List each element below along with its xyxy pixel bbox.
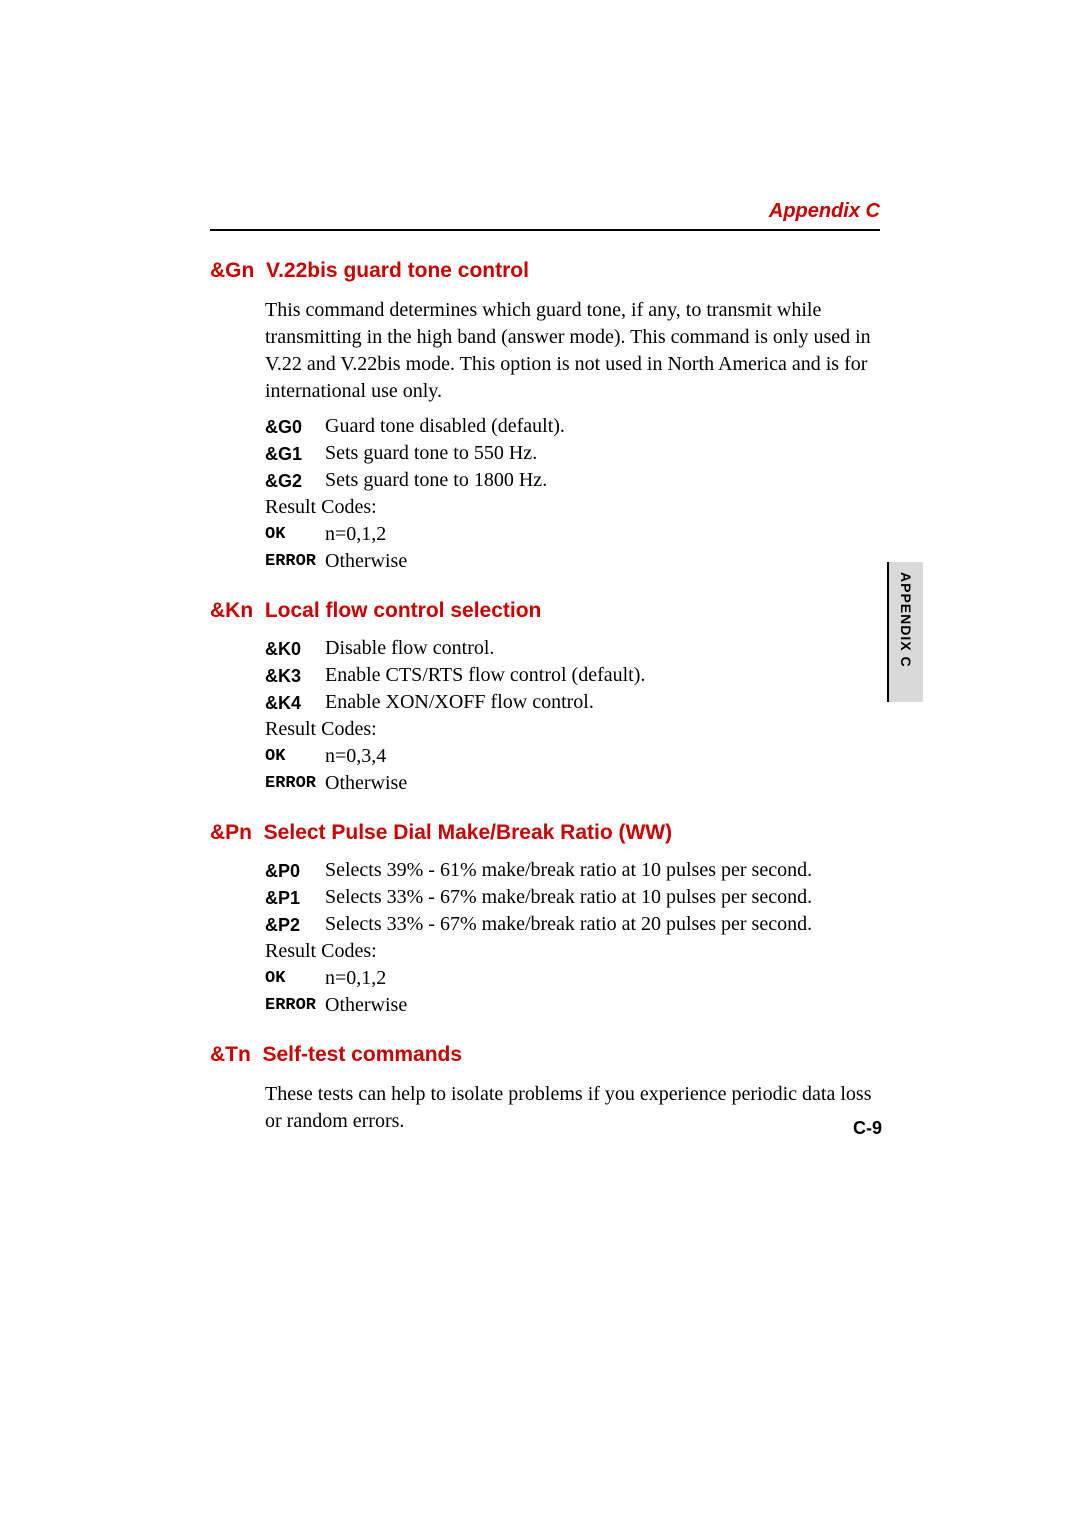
option-desc: Guard tone disabled (default). [325,415,565,438]
option-row: &G2Sets guard tone to 1800 Hz. [265,469,880,492]
option-desc: Disable flow control. [325,637,494,660]
option-row: &G1Sets guard tone to 550 Hz. [265,442,880,465]
section-title-gn: &Gn V.22bis guard tone control [210,259,880,283]
option-row: &K0Disable flow control. [265,637,880,660]
section-cmd: &Gn [210,259,254,282]
section-cmd: &Tn [210,1043,251,1066]
option-code: &P0 [265,859,325,882]
side-tab: APPENDIX C [887,562,923,702]
page-content: Appendix C &Gn V.22bis guard tone contro… [210,200,880,1145]
page-header: Appendix C [210,200,880,231]
option-desc: Selects 39% - 61% make/break ratio at 10… [325,859,812,882]
option-desc: Enable CTS/RTS flow control (default). [325,664,645,687]
option-code: &G1 [265,442,325,465]
section-title-pn: &Pn Select Pulse Dial Make/Break Ratio (… [210,821,880,845]
option-row: &K4Enable XON/XOFF flow control. [265,691,880,714]
result-codes-label: Result Codes: [265,940,880,963]
result-codes-label: Result Codes: [265,496,880,519]
result-desc: Otherwise [325,550,407,573]
result-code: ERROR [265,994,325,1017]
result-row: OKn=0,1,2 [265,523,880,546]
section-cmd: &Pn [210,821,252,844]
result-row: ERROROtherwise [265,550,880,573]
result-desc: Otherwise [325,994,407,1017]
option-code: &K4 [265,691,325,714]
option-desc: Sets guard tone to 550 Hz. [325,442,537,465]
section-name: Local flow control selection [265,599,542,622]
option-row: &P0Selects 39% - 61% make/break ratio at… [265,859,880,882]
result-row: ERROROtherwise [265,772,880,795]
result-desc: n=0,1,2 [325,523,386,546]
result-row: OKn=0,3,4 [265,745,880,768]
result-code: ERROR [265,772,325,795]
option-desc: Enable XON/XOFF flow control. [325,691,594,714]
option-row: &K3Enable CTS/RTS flow control (default)… [265,664,880,687]
page-number: C-9 [853,1118,882,1139]
result-code: OK [265,967,325,990]
result-row: OKn=0,1,2 [265,967,880,990]
section-name: Select Pulse Dial Make/Break Ratio (WW) [264,821,672,844]
result-code: OK [265,523,325,546]
section-name: V.22bis guard tone control [266,259,529,282]
option-row: &P1Selects 33% - 67% make/break ratio at… [265,886,880,909]
option-row: &G0Guard tone disabled (default). [265,415,880,438]
option-desc: Selects 33% - 67% make/break ratio at 10… [325,886,812,909]
result-desc: n=0,3,4 [325,745,386,768]
result-desc: Otherwise [325,772,407,795]
section-cmd: &Kn [210,599,253,622]
option-code: &G0 [265,415,325,438]
option-code: &P1 [265,886,325,909]
option-code: &G2 [265,469,325,492]
option-row: &P2Selects 33% - 67% make/break ratio at… [265,913,880,936]
option-code: &K3 [265,664,325,687]
option-desc: Sets guard tone to 1800 Hz. [325,469,547,492]
option-code: &K0 [265,637,325,660]
section-intro: This command determines which guard tone… [265,297,880,405]
side-tab-label: APPENDIX C [898,572,914,668]
result-code: OK [265,745,325,768]
section-intro: These tests can help to isolate problems… [265,1081,880,1135]
section-title-kn: &Kn Local flow control selection [210,599,880,623]
result-codes-label: Result Codes: [265,718,880,741]
option-code: &P2 [265,913,325,936]
result-desc: n=0,1,2 [325,967,386,990]
section-name: Self-test commands [263,1043,463,1066]
option-desc: Selects 33% - 67% make/break ratio at 20… [325,913,812,936]
section-title-tn: &Tn Self-test commands [210,1043,880,1067]
result-row: ERROROtherwise [265,994,880,1017]
result-code: ERROR [265,550,325,573]
